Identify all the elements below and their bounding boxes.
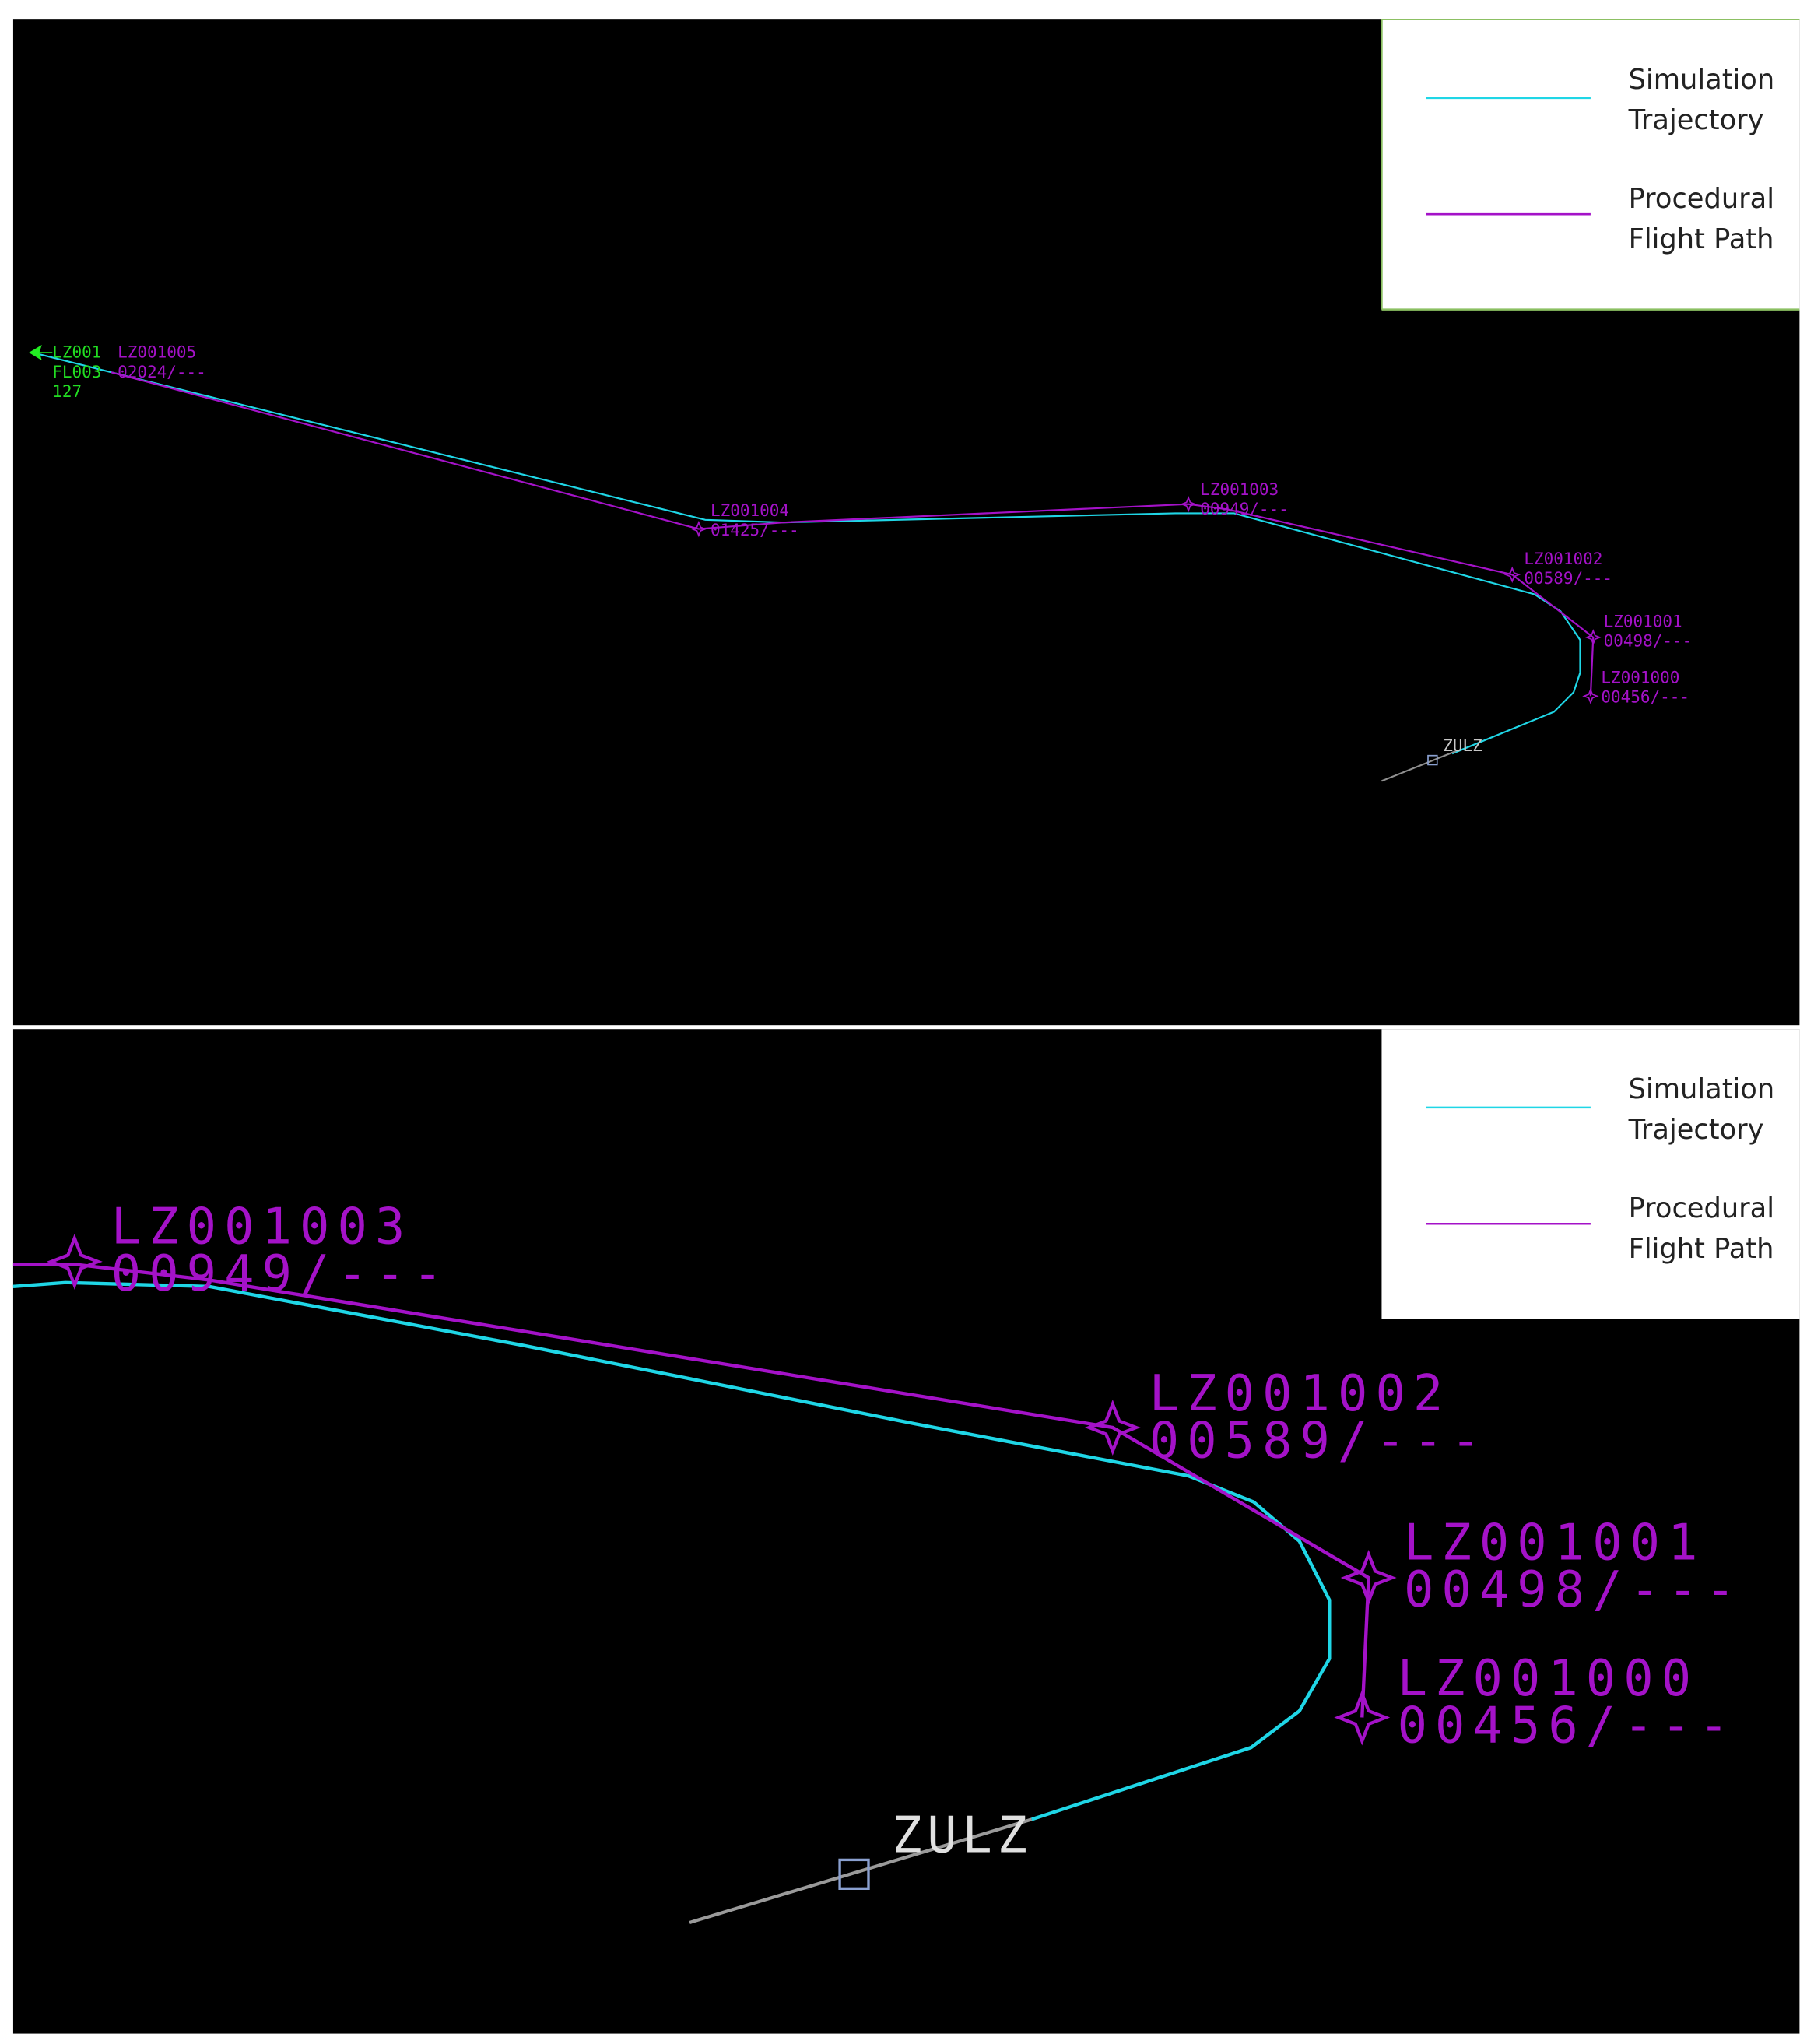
legend-label: Flight Path [1629,223,1774,255]
callsign: LZ001 [52,343,101,362]
approach-line [1381,750,1457,782]
legend-label: Flight Path [1629,1233,1774,1265]
legend-label: Trajectory [1628,104,1764,136]
waypoint-info: 00498/--- [1404,1561,1743,1619]
fix-name: ZULZ [1443,736,1482,755]
procedural-path [111,371,1595,697]
overview-panel: LZ001 FL003 127 ZULZ Simulation Trajector… [12,19,1800,1026]
waypoint-name: LZ001002 [1524,550,1602,568]
waypoint-name: LZ001001 [1404,1514,1706,1572]
legend-label: Simulation [1629,64,1775,96]
waypoint-marker [1084,1400,1141,1456]
waypoint-name: LZ001004 [711,501,789,520]
legend-box [1381,19,1800,310]
legend-label: Trajectory [1628,1114,1764,1146]
waypoint-marker [1584,629,1602,646]
waypoint-name: LZ001001 [1604,612,1682,630]
waypoint-name: LZ001000 [1398,1650,1700,1708]
aircraft-symbol [29,344,42,361]
fix-marker [838,1858,870,1891]
waypoint-marker [46,1233,103,1290]
legend: Simulation Trajectory Procedural Flight Pat… [1381,1029,1800,1319]
approach-line [689,1817,1033,1924]
legend: Simulation Trajectory Procedural Flight Pat… [1381,19,1800,311]
waypoint-marker [1334,1689,1391,1746]
waypoint-marker [1503,566,1521,584]
waypoint-marker [1340,1549,1397,1606]
simulation-trajectory [12,1280,1332,1821]
waypoint-name: LZ001005 [118,343,196,362]
legend-label: Simulation [1629,1073,1775,1105]
legend-label: Procedural [1629,183,1774,215]
waypoint-marker [690,520,707,538]
waypoint-info: 00456/--- [1398,1697,1737,1754]
waypoint-info: 00949/--- [111,1245,451,1303]
legend-box [1381,1029,1800,1319]
simulation-trajectory [32,351,1581,755]
fix-name: ZULZ [892,1807,1032,1864]
flight-level: FL003 [52,363,101,381]
waypoint-info: 01425/--- [711,521,799,539]
waypoint-info: 00589/--- [1149,1413,1489,1470]
waypoint-info: 02024/--- [118,363,206,381]
waypoint-info: 00498/--- [1604,632,1693,651]
waypoint-name: LZ001002 [1149,1365,1451,1423]
fix-marker [1427,754,1438,766]
waypoint-info: 00456/--- [1601,688,1689,707]
waypoint-name: LZ001003 [111,1198,413,1256]
waypoint-label: LZ001001 00498/--- [1604,612,1693,650]
waypoint-info: 00589/--- [1524,569,1612,588]
waypoint-name: LZ001000 [1601,669,1679,687]
speed: 127 [52,382,82,401]
waypoint-marker [1582,687,1599,705]
waypoint-info: 00949/--- [1200,500,1289,518]
waypoint-name: LZ001003 [1200,480,1279,499]
zoom-panel: ZULZ Simulation Trajectory Procedural Fligh… [12,1029,1800,2034]
waypoint-marker [1180,495,1197,513]
legend-label: Procedural [1629,1192,1774,1224]
